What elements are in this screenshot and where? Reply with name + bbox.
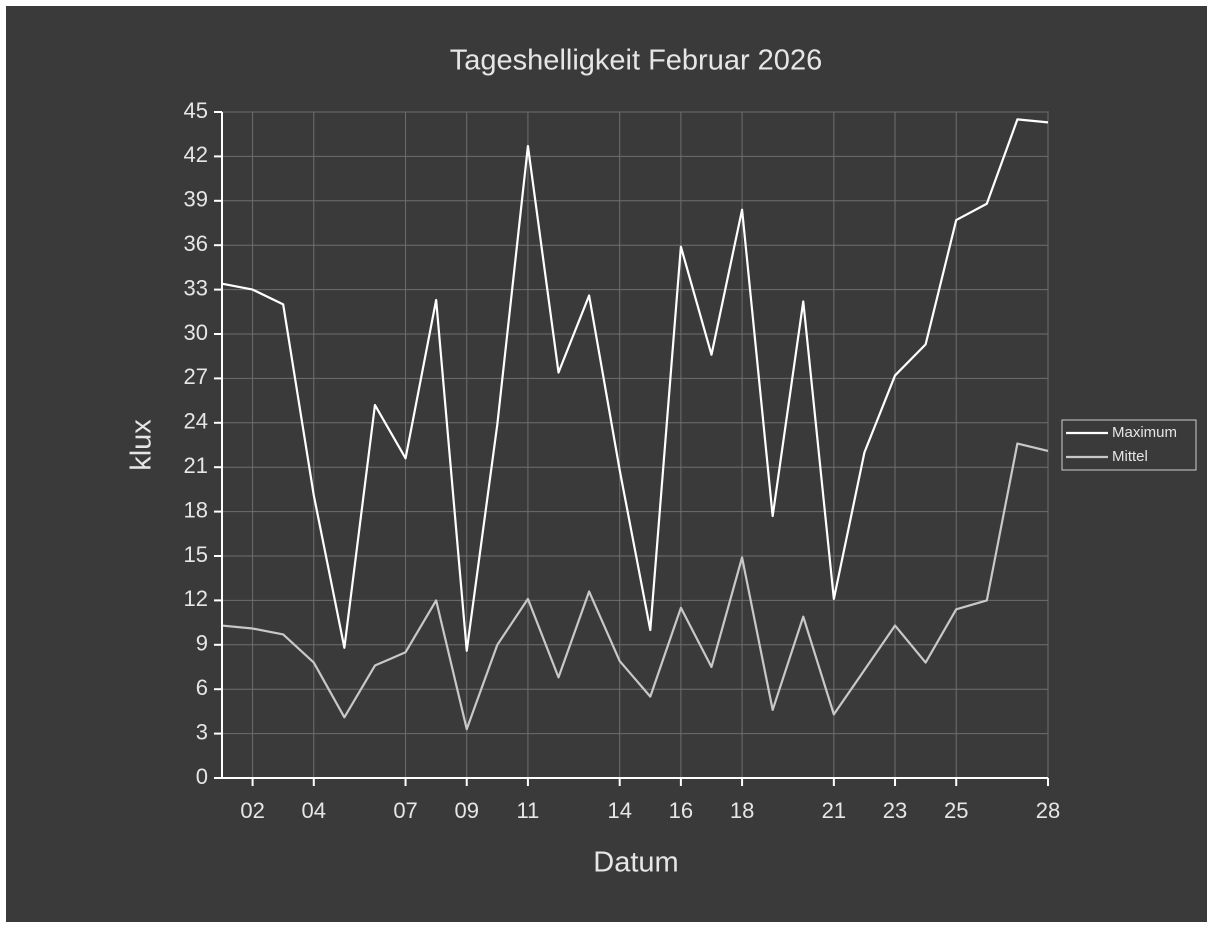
x-tick-label: 14: [607, 798, 631, 823]
background: [6, 6, 1207, 922]
y-tick-label: 45: [184, 98, 208, 123]
legend-label: Maximum: [1112, 424, 1177, 441]
y-tick-label: 0: [196, 764, 208, 789]
x-tick-label: 04: [302, 798, 326, 823]
y-tick-label: 3: [196, 719, 208, 744]
x-tick-label: 11: [517, 798, 540, 823]
x-tick-label: 21: [822, 798, 846, 823]
y-tick-label: 18: [184, 497, 208, 522]
x-tick-label: 25: [944, 798, 968, 823]
y-tick-label: 21: [184, 453, 208, 478]
y-tick-label: 42: [184, 142, 208, 167]
y-tick-label: 33: [184, 275, 208, 300]
y-tick-label: 27: [184, 364, 208, 389]
y-tick-label: 39: [184, 187, 208, 212]
x-tick-label: 09: [454, 798, 478, 823]
x-axis-label: Datum: [593, 847, 678, 879]
x-tick-label: 23: [883, 798, 907, 823]
y-tick-label: 15: [184, 542, 208, 567]
x-tick-label: 02: [240, 798, 264, 823]
y-tick-label: 36: [184, 231, 208, 256]
y-tick-label: 24: [184, 409, 208, 434]
series-line: [221, 442, 1049, 731]
legend-box: [1061, 419, 1197, 471]
y-axis-label: klux: [126, 419, 158, 471]
y-tick-label: 30: [184, 320, 208, 345]
chart-title: Tageshelligkeit Februar 2026: [450, 45, 822, 77]
series-line: [221, 118, 1049, 652]
legend-label: Mittel: [1112, 448, 1148, 465]
x-tick-label: 16: [669, 798, 693, 823]
x-tick-label: 18: [730, 798, 754, 823]
y-tick-label: 12: [184, 586, 208, 611]
x-tick-label: 07: [393, 798, 417, 823]
x-tick-label: 28: [1036, 798, 1060, 823]
y-tick-label: 9: [196, 631, 208, 656]
y-tick-label: 6: [196, 675, 208, 700]
